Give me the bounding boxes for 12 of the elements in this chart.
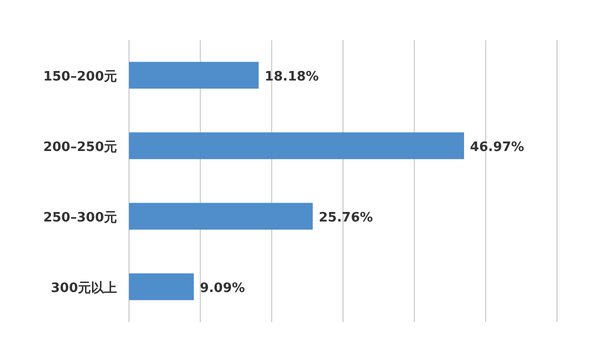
bar bbox=[129, 132, 464, 160]
bar bbox=[129, 202, 313, 230]
data-label: 9.09% bbox=[200, 280, 245, 296]
data-label: 46.97% bbox=[470, 140, 524, 155]
data-label: 18.18% bbox=[264, 69, 319, 84]
bar bbox=[129, 62, 259, 89]
y-tick-label: 200–250元 bbox=[43, 140, 117, 155]
y-tick-label: 300元以上 bbox=[50, 280, 117, 296]
y-tick-label: 250–300元 bbox=[43, 210, 117, 226]
data-label: 25.76% bbox=[318, 210, 373, 226]
bar bbox=[129, 273, 194, 300]
y-tick-label: 150–200元 bbox=[43, 69, 117, 84]
